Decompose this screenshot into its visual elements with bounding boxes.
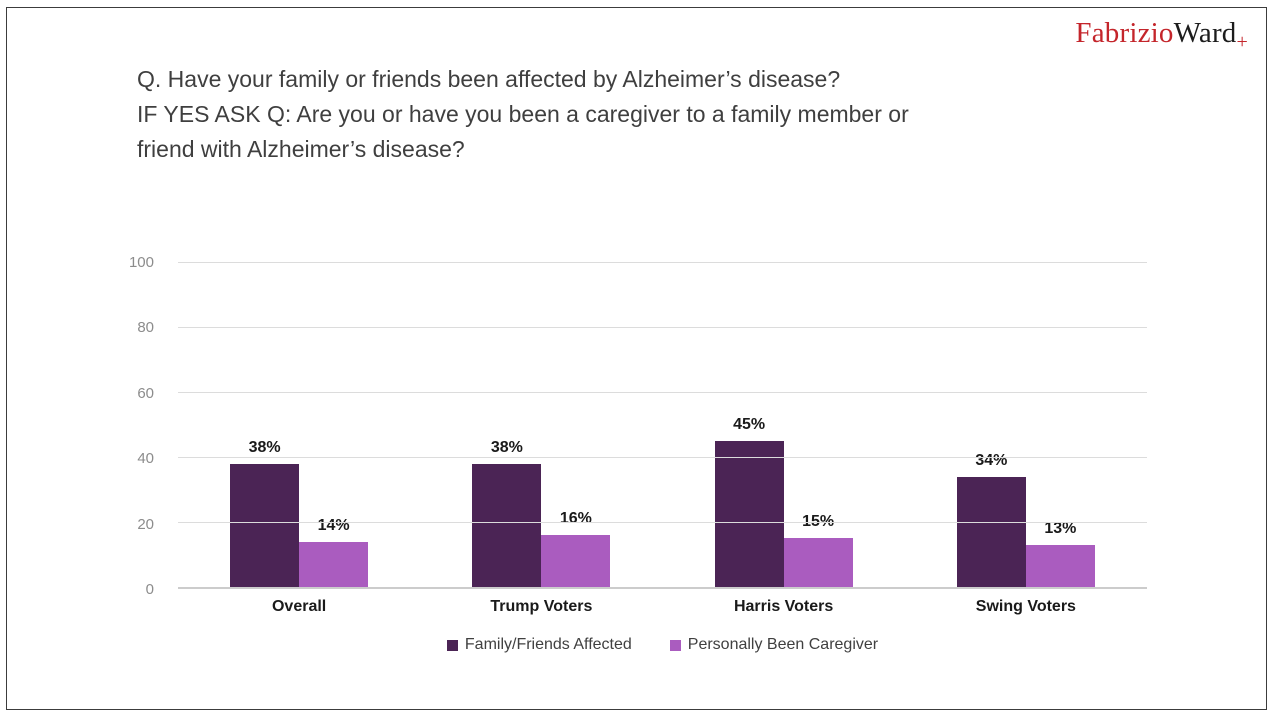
logo-plus: +	[1236, 31, 1248, 53]
bar-column: 14%	[299, 262, 369, 587]
slide-border	[6, 7, 1267, 710]
bar	[956, 476, 1026, 587]
legend-label: Personally Been Caregiver	[687, 636, 879, 653]
question-title-line-3: friend with Alzheimer’s disease?	[137, 136, 465, 162]
bar-value-label: 45%	[733, 415, 766, 433]
bar	[541, 535, 611, 587]
category-label: Trump Voters	[490, 598, 593, 615]
bar-group: 38% 14% Overall	[230, 262, 369, 615]
y-axis-tick-label: 100	[128, 254, 154, 271]
legend-item: Personally Been Caregiver	[669, 636, 879, 654]
bar-value-label: 13%	[1044, 519, 1077, 537]
plot-area: 38% 14% Overall 38% 16% Trump Voters 45% 15% Har…	[178, 261, 1147, 615]
bar-value-label: 38%	[490, 438, 523, 456]
y-axis-tick-label: 60	[137, 384, 154, 402]
bar-column: 34%	[956, 262, 1026, 587]
category-label: Harris Voters	[733, 598, 834, 615]
bars-row: 38% 14% Overall 38% 16% Trump Voters 45% 15% Har…	[178, 262, 1147, 615]
category-label: Overall	[271, 598, 327, 615]
bar	[472, 463, 542, 587]
bar	[299, 541, 369, 587]
question-title-line-1: Q. Have your family or friends been affe…	[137, 66, 841, 92]
y-axis-tick-label: 80	[137, 319, 154, 337]
logo-fabrizio: Fabrizio	[1075, 17, 1174, 49]
bar-column: 38%	[230, 262, 300, 587]
bar-column: 45%	[714, 262, 784, 587]
legend-item: Family/Friends Affected	[446, 636, 632, 654]
bar-column: 16%	[541, 262, 611, 587]
gridline	[178, 521, 1147, 523]
category-label: Swing Voters	[975, 598, 1076, 615]
chart-legend: Family/Friends Affected Personally Been C…	[178, 636, 1147, 654]
y-axis-tick-label: 0	[145, 581, 154, 598]
bar	[230, 463, 300, 587]
bar	[1025, 544, 1095, 587]
bar-value-label: 34%	[975, 451, 1008, 469]
y-axis-tick-label: 40	[137, 450, 154, 468]
legend-label: Family/Friends Affected	[464, 636, 632, 653]
gridline	[178, 456, 1147, 458]
legend-swatch-icon	[446, 639, 458, 651]
bar-group: 45% 15% Harris Voters	[714, 262, 853, 615]
logo-ward: Ward	[1173, 17, 1237, 49]
question-title: Q. Have your family or friends been affe…	[137, 62, 1137, 167]
bar-group: 34% 13% Swing Voters	[956, 262, 1095, 615]
bar	[714, 440, 784, 587]
bar-column: 13%	[1025, 262, 1095, 587]
bar-value-label: 16%	[559, 510, 592, 527]
gridline	[178, 326, 1147, 328]
bar-value-label: 14%	[317, 516, 350, 534]
y-axis-tick-label: 20	[137, 515, 154, 533]
legend-swatch-icon	[669, 639, 681, 651]
y-axis-labels: 0 20 40 60 80 100	[100, 254, 166, 598]
bar-group: 38% 16% Trump Voters	[472, 262, 611, 615]
gridline	[178, 261, 1147, 263]
bar-column: 38%	[472, 262, 542, 587]
fabrizio-ward-logo: FabrizioWard+	[1075, 17, 1248, 54]
bar-value-label: 38%	[248, 438, 281, 456]
bar	[783, 538, 853, 587]
question-title-line-2: IF YES ASK Q: Are you or have you been a…	[137, 101, 909, 127]
gridline	[178, 391, 1147, 393]
bar-column: 15%	[783, 262, 853, 587]
